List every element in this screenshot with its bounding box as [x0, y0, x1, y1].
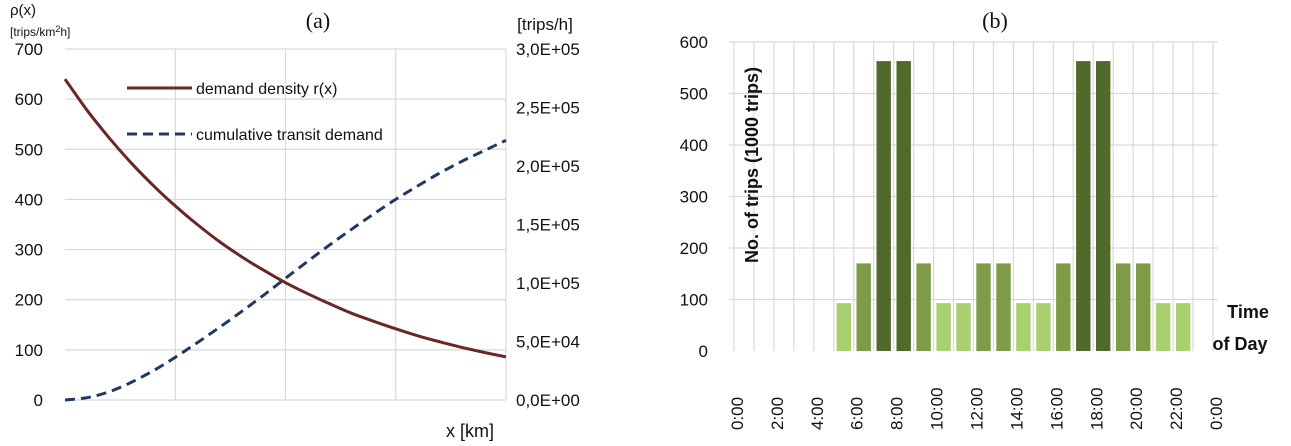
- panel-a-ytick-label: 600: [15, 90, 43, 109]
- panel-b-grid: [729, 41, 1218, 351]
- bar-15:00: [1036, 303, 1051, 351]
- bar-13:00: [996, 263, 1011, 351]
- panel-a-ytick-label: 100: [15, 341, 43, 360]
- panel-a-ytick-label: 0: [34, 391, 43, 410]
- panel-a-ylabel-unit: [trips/km2h]: [10, 24, 70, 39]
- bar-19:00: [1116, 263, 1131, 351]
- panel-b-ytick-label: 0: [699, 342, 708, 361]
- panel-a-ytick-label: 500: [15, 140, 43, 159]
- bar-21:00: [1155, 303, 1171, 351]
- bar-12:00: [976, 263, 991, 351]
- bar-7:00: [876, 61, 891, 351]
- panel-a-ytick-label: 400: [15, 190, 43, 209]
- panel-b-xtick-label: 18:00: [1087, 387, 1106, 430]
- panel-a-ytick-label: 200: [15, 291, 43, 310]
- panel-b-ytick-label: 500: [680, 85, 708, 104]
- panel-a-y2tick-label: 2,5E+05: [516, 99, 580, 118]
- panel-a: 0 100 200 300 400 500 600 700 0,0E+00 5,0E+04 1,0…: [10, 2, 580, 441]
- panel-b-xtick-label: 22:00: [1167, 387, 1186, 430]
- bar-11:00: [956, 303, 971, 351]
- panel-b-xtick-label: 2:00: [768, 397, 787, 430]
- bar-16:00: [1056, 263, 1071, 351]
- bar-14:00: [1016, 303, 1031, 351]
- unit-sup: 2: [55, 24, 60, 34]
- panel-a-y2tick-label: 3,0E+05: [516, 40, 580, 59]
- bar-22:00: [1175, 303, 1191, 351]
- panel-b-x-ticks: 0:00 2:00 4:00 6:00 8:00 10:00 12:00 14:00 16:00…: [728, 387, 1226, 430]
- panel-b-label: (b): [982, 8, 1008, 33]
- panel-b-xtick-label: 10:00: [928, 387, 947, 430]
- panel-b-ytick-label: 100: [680, 291, 708, 310]
- bar-8:00: [896, 61, 911, 351]
- bar-9:00: [916, 263, 931, 351]
- bar-6:00: [856, 263, 871, 351]
- panel-b-xtick-label: 0:00: [728, 397, 747, 430]
- panel-b-xtick-label: 8:00: [888, 397, 907, 430]
- panel-b-y-ticks: 0 100 200 300 400 500 600: [680, 33, 708, 361]
- unit-prefix: [trips/km: [10, 25, 55, 39]
- unit-suffix: h]: [60, 25, 70, 39]
- panel-a-ytick-label: 300: [15, 241, 43, 260]
- panel-b-xlabel-line1: Time: [1227, 302, 1269, 322]
- bar-5:00: [836, 303, 851, 351]
- cumulative-demand-line: [64, 138, 507, 402]
- panel-b-xtick-label: 20:00: [1127, 387, 1146, 430]
- demand-density-line: [63, 78, 507, 359]
- panel-a-lines: [63, 78, 507, 402]
- panel-a-y2tick-label: 1,5E+05: [516, 216, 580, 235]
- panel-a-y2tick-label: 1,0E+05: [516, 274, 580, 293]
- panel-a-y2tick-label: 0,0E+00: [516, 391, 580, 410]
- panel-a-y2label: [trips/h]: [517, 15, 573, 34]
- panel-b-ytick-label: 400: [680, 136, 708, 155]
- panel-b-ytick-label: 200: [680, 239, 708, 258]
- panel-a-right-ticks: 0,0E+00 5,0E+04 1,0E+05 1,5E+05 2,0E+05 2,5E+…: [516, 40, 580, 410]
- panel-a-label: (a): [306, 8, 330, 33]
- panel-a-legend: demand density r(x) cumulative transit d…: [127, 81, 383, 144]
- panel-a-ytick-label: 700: [15, 40, 43, 59]
- panel-b-xlabel-line2: of Day: [1212, 334, 1267, 354]
- bar-17:00: [1076, 61, 1091, 351]
- panel-b-xtick-label: 14:00: [1007, 387, 1026, 430]
- panel-a-grid: [65, 48, 507, 401]
- panel-a-xlabel: x [km]: [446, 421, 494, 441]
- bar-10:00: [936, 303, 951, 351]
- panel-b-ylabel: No. of trips (1000 trips): [742, 67, 762, 263]
- panel-a-y2tick-label: 5,0E+04: [516, 333, 580, 352]
- panel-b: 0 100 200 300 400 500 600 0:00 2:00 4:00 6:00 8:00…: [680, 8, 1269, 430]
- panel-b-bars: [836, 61, 1191, 351]
- panel-b-ytick-label: 600: [680, 33, 708, 52]
- panel-b-ytick-label: 300: [680, 188, 708, 207]
- legend-label-cumulative-demand: cumulative transit demand: [196, 127, 383, 144]
- panel-a-ylabel-symbol: ρ(x): [10, 2, 36, 19]
- bar-18:00: [1096, 61, 1111, 351]
- panel-b-xtick-label: 6:00: [848, 397, 867, 430]
- panel-a-y2tick-label: 2,0E+05: [516, 157, 580, 176]
- panel-b-xtick-label: 12:00: [968, 387, 987, 430]
- panel-b-xtick-label: 16:00: [1047, 387, 1066, 430]
- legend-label-demand-density: demand density r(x): [196, 81, 337, 98]
- panel-b-xtick-label: 4:00: [808, 397, 827, 430]
- panel-a-left-ticks: 0 100 200 300 400 500 600 700: [15, 40, 43, 410]
- panel-b-xtick-label: 0:00: [1207, 397, 1226, 430]
- bar-20:00: [1136, 263, 1151, 351]
